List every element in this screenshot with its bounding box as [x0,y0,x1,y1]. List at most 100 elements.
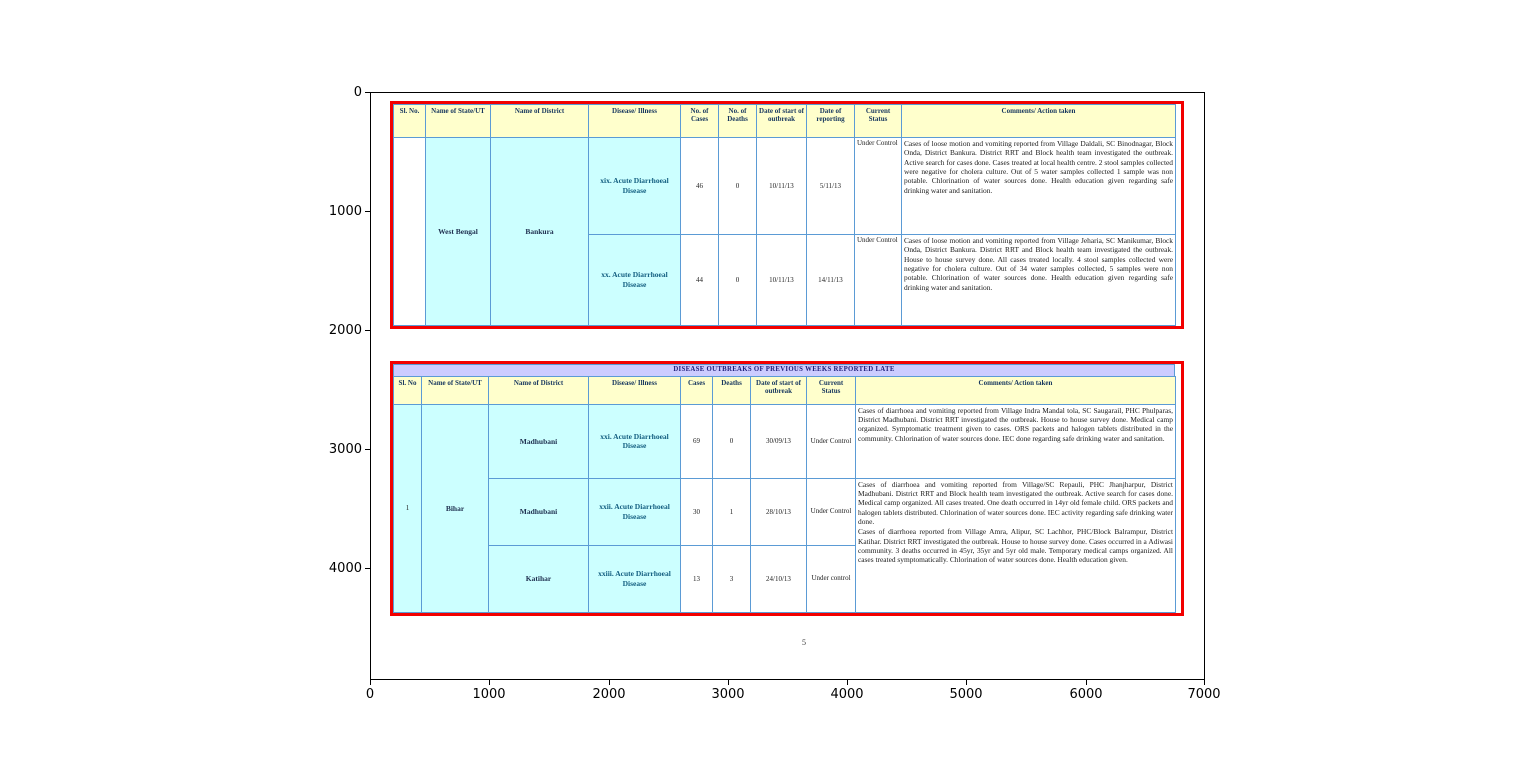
late-outbreaks-red-box: DISEASE OUTBREAKS OF PREVIOUS WEEKS REPO… [390,361,1184,616]
x-tick-label: 5000 [949,687,983,702]
current-outbreaks-table: Sl. No. Name of State/UT Name of Distric… [393,104,1176,326]
comments-cell: Cases of diarrhoea and vomiting reported… [855,477,1176,613]
status-cell: Under Control [854,234,902,326]
col-header-cases: No. of Cases [680,104,719,138]
col-header-date-start: Date of start of outbreak [756,104,807,138]
disease-cell: xxiii. Acute Diarrhoeal Disease [588,544,681,613]
comment-paragraph: Cases of diarrhoea and vomiting reported… [858,479,1173,527]
x-tick-label: 4000 [830,687,864,702]
table-row: 1 Bihar Madhubani xxi. Acute Diarrhoeal … [393,403,1176,613]
col-header-comments: Comments/ Action taken [901,104,1176,138]
deaths-cell: 3 [712,544,751,613]
x-tick-mark [728,680,729,685]
date-start-cell: 10/11/13 [756,137,807,235]
status-cell: Under Control [806,477,856,546]
cases-cell: 30 [680,477,713,546]
x-tick-label: 2000 [592,687,626,702]
col-header-date-reporting: Date of reporting [806,104,855,138]
state-cell: Bihar [421,403,489,613]
late-outbreaks-banner: DISEASE OUTBREAKS OF PREVIOUS WEEKS REPO… [393,364,1175,376]
disease-cell: xix. Acute Diarrhoeal Disease [588,137,681,235]
date-reporting-cell: 14/11/13 [806,234,855,326]
col-header-sl-no: Sl. No [393,375,422,405]
y-tick-label: 1000 [328,204,362,219]
x-tick-label: 1000 [472,687,506,702]
table-row: Katihar xxiii. Acute Diarrhoeal Disease … [394,544,1176,613]
y-tick-mark [365,330,370,331]
col-header-district: Name of District [490,104,589,138]
col-header-sl-no: Sl. No. [393,104,426,138]
x-tick-label: 3000 [711,687,745,702]
date-reporting-cell: 5/11/13 [806,137,855,235]
document-page: Sl. No. Name of State/UT Name of Distric… [371,93,1204,679]
district-cell: Madhubani [488,477,589,546]
page-number: 5 [802,638,806,647]
comments-cell: Cases of loose motion and vomiting repor… [901,137,1176,235]
x-tick-mark [370,680,371,685]
col-header-deaths: Deaths [712,375,751,405]
status-cell: Under control [806,544,856,613]
col-header-cases: Cases [680,375,713,405]
cases-cell: 46 [680,137,719,235]
cases-cell: 13 [680,544,713,613]
district-cell: Bankura [490,137,589,326]
district-cell: Madhubani [488,403,589,479]
col-header-status: Current Status [806,375,856,405]
col-header-date-start: Date of start of outbreak [750,375,807,405]
x-tick-mark [966,680,967,685]
x-tick-label: 0 [365,687,375,702]
status-cell: Under Control [854,137,902,235]
x-tick-label: 6000 [1069,687,1103,702]
y-tick-label: 0 [353,85,362,100]
comment-paragraph: Cases of diarrhoea reported from Village… [858,527,1173,565]
late-outbreaks-table: Sl. No Name of State/UT Name of District… [393,375,1176,613]
col-header-state: Name of State/UT [425,104,491,138]
y-tick-mark [365,568,370,569]
y-tick-mark [365,449,370,450]
y-tick-label: 4000 [328,561,362,576]
y-tick-label: 3000 [328,442,362,457]
comments-cell: Cases of loose motion and vomiting repor… [901,234,1176,326]
col-header-comments: Comments/ Action taken [855,375,1176,405]
col-header-state: Name of State/UT [421,375,489,405]
cases-cell: 44 [680,234,719,326]
date-start-cell: 10/11/13 [756,234,807,326]
cases-cell: 69 [680,403,713,479]
table-row: West Bengal Bankura xix. Acute Diarrhoea… [393,137,1176,326]
sl-no-cell: 1 [393,403,422,613]
table-header-row: Sl. No Name of State/UT Name of District… [393,375,1176,405]
deaths-cell: 0 [718,137,757,235]
col-header-deaths: No. of Deaths [718,104,757,138]
x-tick-label: 7000 [1187,687,1221,702]
disease-cell: xx. Acute Diarrhoeal Disease [588,234,681,326]
district-cell: Katihar [488,544,589,613]
plot-area: Sl. No. Name of State/UT Name of Distric… [370,92,1205,680]
table-row: Madhubani xxii. Acute Diarrhoeal Disease… [394,477,1176,613]
x-tick-mark [1086,680,1087,685]
current-outbreaks-red-box: Sl. No. Name of State/UT Name of Distric… [390,101,1184,329]
deaths-cell: 0 [712,403,751,479]
disease-cell: xxii. Acute Diarrhoeal Disease [588,477,681,546]
col-header-district: Name of District [488,375,589,405]
col-header-disease: Disease/ Illness [588,104,681,138]
x-tick-mark [489,680,490,685]
date-start-cell: 28/10/13 [750,477,807,546]
deaths-cell: 1 [712,477,751,546]
disease-cell: xxi. Acute Diarrhoeal Disease [588,403,681,479]
y-tick-mark [365,211,370,212]
comments-cell: Cases of diarrhoea and vomiting reported… [855,403,1176,479]
x-tick-mark [609,680,610,685]
date-start-cell: 30/09/13 [750,403,807,479]
y-tick-label: 2000 [328,323,362,338]
date-start-cell: 24/10/13 [750,544,807,613]
status-cell: Under Control [806,403,856,479]
col-header-disease: Disease/ Illness [588,375,681,405]
x-tick-mark [847,680,848,685]
sl-no-cell [393,137,426,326]
state-cell: West Bengal [425,137,491,326]
x-tick-mark [1204,680,1205,685]
deaths-cell: 0 [718,234,757,326]
table-row: xx. Acute Diarrhoeal Disease 44 0 10/11/… [394,234,1176,326]
y-tick-mark [365,92,370,93]
